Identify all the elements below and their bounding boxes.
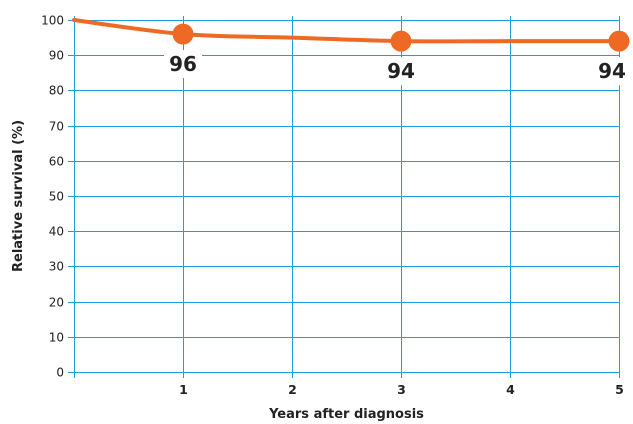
y-axis-title: Relative survival (%) <box>11 120 26 272</box>
data-labels: 96 94 94 <box>164 50 631 86</box>
x-axis-title: Years after diagnosis <box>268 407 424 422</box>
x-tick-label: 4 <box>506 382 515 397</box>
x-tick-labels: 1 2 3 4 5 <box>179 382 624 397</box>
y-tick-label: 80 <box>49 84 64 98</box>
y-tick-label: 20 <box>49 296 64 310</box>
series-layer <box>72 18 630 52</box>
data-label-background <box>382 57 420 86</box>
data-label-background <box>593 57 631 86</box>
data-label: 96 <box>169 52 197 76</box>
data-label: 94 <box>387 59 415 83</box>
y-tick-labels: 0 10 20 30 40 50 60 70 80 90 100 <box>41 14 64 380</box>
survival-line <box>72 18 621 44</box>
data-point-marker <box>390 30 412 52</box>
y-tick-label: 40 <box>49 225 64 239</box>
y-tick-label: 0 <box>56 366 64 380</box>
y-tick-label: 10 <box>49 331 64 345</box>
data-label: 94 <box>598 59 626 83</box>
x-tick-label: 1 <box>179 382 188 397</box>
x-tick-label: 5 <box>615 382 624 397</box>
data-label-background <box>164 50 202 79</box>
data-point-marker <box>172 23 194 45</box>
y-tick-label: 60 <box>49 155 64 169</box>
grid-layer <box>68 16 620 378</box>
y-tick-label: 30 <box>49 260 64 274</box>
y-tick-label: 90 <box>49 49 64 63</box>
data-point-marker <box>608 30 630 52</box>
y-tick-label: 70 <box>49 120 64 134</box>
y-tick-label: 100 <box>41 14 64 28</box>
y-tick-label: 50 <box>49 190 64 204</box>
x-tick-label: 3 <box>397 382 406 397</box>
x-tick-label: 2 <box>288 382 297 397</box>
